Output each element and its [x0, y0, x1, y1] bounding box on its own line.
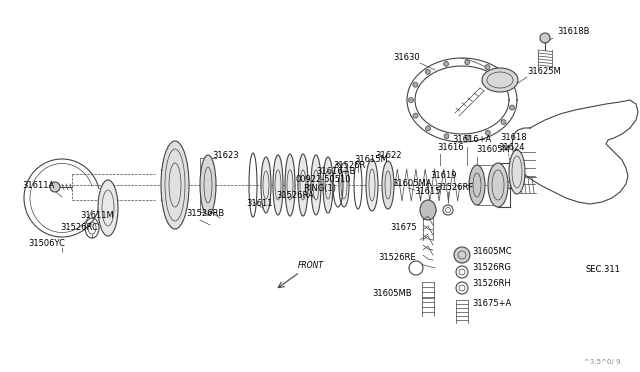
Ellipse shape	[339, 163, 349, 207]
Text: 31619: 31619	[430, 170, 456, 180]
Text: 31675: 31675	[390, 224, 417, 232]
Text: 31605MC: 31605MC	[472, 247, 511, 257]
Text: 31526RA: 31526RA	[276, 192, 314, 201]
Circle shape	[465, 135, 470, 140]
Circle shape	[509, 105, 515, 110]
Circle shape	[485, 130, 490, 135]
Text: 31526RF: 31526RF	[436, 183, 473, 192]
Ellipse shape	[509, 150, 525, 194]
Ellipse shape	[409, 261, 423, 275]
Text: FRONT: FRONT	[298, 260, 324, 269]
Ellipse shape	[161, 141, 189, 229]
Text: 31625M: 31625M	[527, 67, 561, 77]
Circle shape	[408, 98, 413, 103]
Text: 31622: 31622	[375, 151, 401, 160]
Text: 00922-50510: 00922-50510	[296, 176, 351, 185]
Text: 31605MA: 31605MA	[392, 179, 431, 187]
Text: 31616+B: 31616+B	[316, 167, 355, 176]
Text: 31616: 31616	[437, 144, 463, 153]
Text: 31611A: 31611A	[22, 180, 54, 189]
Circle shape	[485, 65, 490, 70]
Text: 31526RG: 31526RG	[472, 263, 511, 273]
Circle shape	[413, 113, 418, 118]
Text: 31526R: 31526R	[333, 161, 365, 170]
Text: SEC.311: SEC.311	[586, 266, 621, 275]
Ellipse shape	[285, 154, 295, 216]
Text: 31616+A: 31616+A	[452, 135, 492, 144]
Circle shape	[501, 119, 506, 125]
Text: 31675+A: 31675+A	[472, 298, 511, 308]
Ellipse shape	[366, 159, 378, 211]
Text: RING(1): RING(1)	[303, 183, 336, 192]
Ellipse shape	[261, 157, 271, 213]
Ellipse shape	[311, 155, 321, 215]
Text: 31611: 31611	[246, 199, 273, 208]
Ellipse shape	[200, 155, 216, 215]
Ellipse shape	[323, 157, 333, 213]
Circle shape	[426, 126, 431, 131]
Text: 31624: 31624	[498, 144, 525, 153]
Circle shape	[413, 82, 418, 87]
Ellipse shape	[420, 200, 436, 220]
Ellipse shape	[469, 165, 485, 205]
Text: 31605MB: 31605MB	[372, 289, 412, 298]
Text: 31630: 31630	[393, 54, 420, 62]
Ellipse shape	[98, 180, 118, 236]
Ellipse shape	[488, 163, 508, 207]
Text: 31615M: 31615M	[354, 155, 388, 164]
Ellipse shape	[298, 154, 308, 216]
Text: 31618B: 31618B	[557, 28, 589, 36]
Text: 31611M: 31611M	[80, 211, 114, 219]
Circle shape	[50, 182, 60, 192]
Text: 31526RH: 31526RH	[472, 279, 511, 289]
Circle shape	[465, 60, 470, 65]
Text: 31506YC: 31506YC	[28, 240, 65, 248]
Text: 31623: 31623	[212, 151, 239, 160]
Ellipse shape	[382, 161, 394, 209]
Circle shape	[500, 75, 506, 80]
Circle shape	[444, 134, 449, 139]
Ellipse shape	[482, 68, 518, 92]
Ellipse shape	[273, 155, 283, 215]
Circle shape	[540, 33, 550, 43]
Circle shape	[425, 69, 430, 74]
Text: 31615: 31615	[414, 186, 440, 196]
Text: ^3.5^0/ 9: ^3.5^0/ 9	[584, 359, 620, 365]
Text: 31526RC: 31526RC	[60, 224, 98, 232]
Text: 31618: 31618	[500, 134, 527, 142]
Circle shape	[444, 61, 449, 66]
Text: 31526RB: 31526RB	[186, 209, 224, 218]
Text: 31526RE: 31526RE	[378, 253, 415, 263]
Ellipse shape	[454, 247, 470, 263]
Text: 31605M: 31605M	[476, 145, 509, 154]
